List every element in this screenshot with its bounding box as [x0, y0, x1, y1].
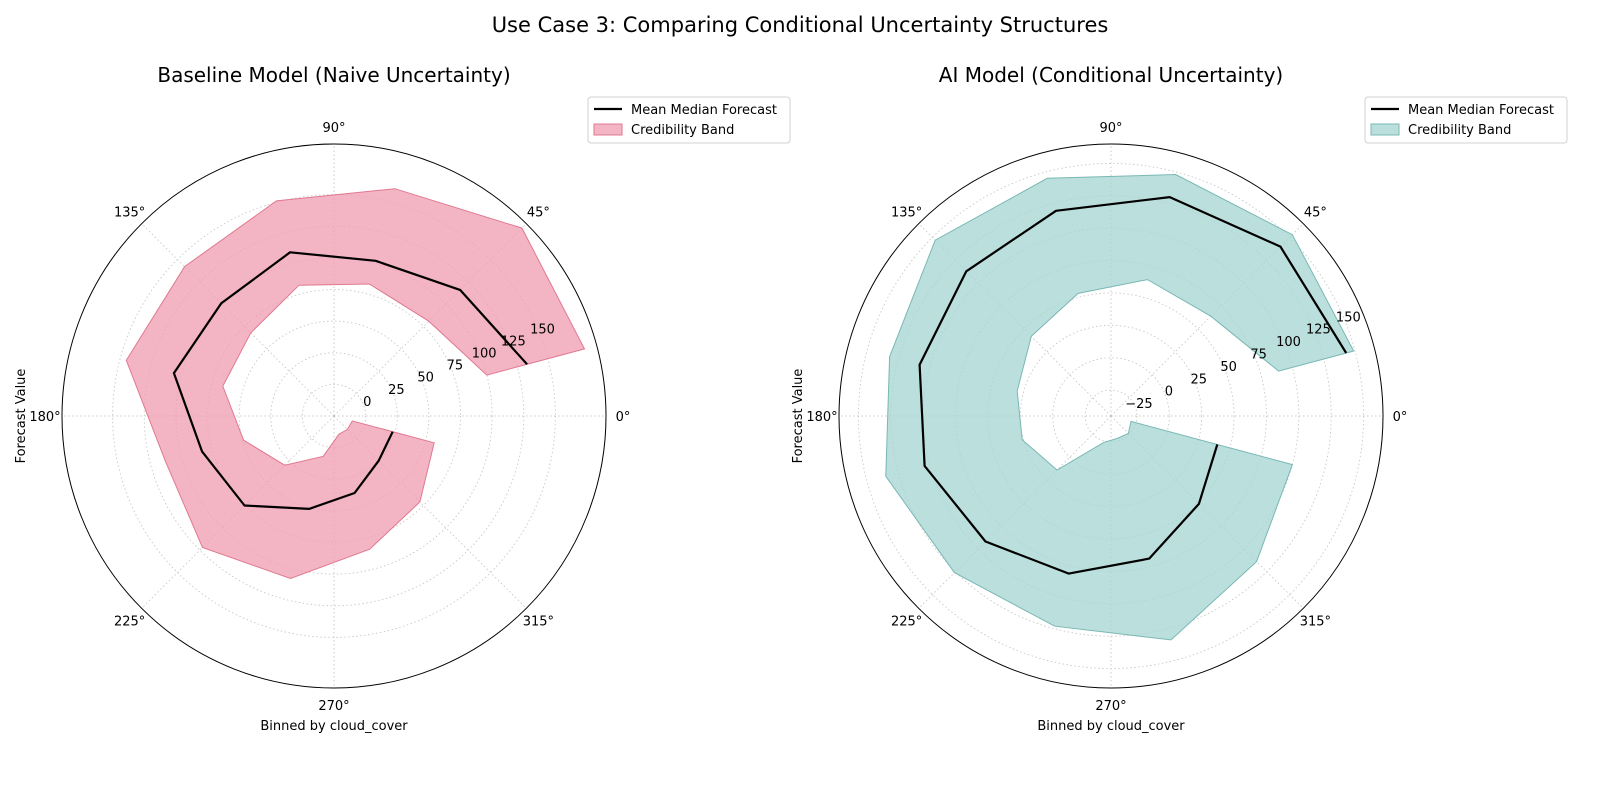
credibility-band: [885, 173, 1355, 641]
angle-tick-label: 270°: [318, 699, 349, 714]
legend-label-median: Mean Median Forecast: [1408, 103, 1554, 118]
angle-tick-label: 90°: [1099, 121, 1122, 136]
legend-box: [1364, 96, 1568, 144]
angle-tick-label: 180°: [806, 410, 837, 425]
angle-tick-label: 315°: [1300, 614, 1331, 629]
legend-label-median: Mean Median Forecast: [631, 103, 777, 118]
radial-tick-label: 150: [1336, 310, 1361, 325]
baseline-panel: Baseline Model (Naive Uncertainty) 0° 45° 9…: [14, 63, 791, 734]
panel-title: Baseline Model (Naive Uncertainty): [157, 63, 510, 87]
y-axis-label: Forecast Value: [791, 369, 806, 464]
panel-title: AI Model (Conditional Uncertainty): [939, 63, 1283, 87]
y-axis-label: Forecast Value: [14, 369, 29, 464]
radial-gridline: [1052, 357, 1170, 475]
median-forecast-line: [172, 251, 528, 510]
radial-tick-label: 150: [530, 322, 555, 337]
radial-tick-label: 25: [1190, 372, 1207, 387]
radial-gridline: [1019, 324, 1203, 508]
angle-tick-label: 135°: [891, 206, 922, 221]
radial-gridline: [143, 225, 525, 607]
angle-tick-label: 90°: [322, 121, 345, 136]
angle-tick-label: 180°: [29, 410, 60, 425]
credibility-band: [125, 188, 586, 580]
legend-label-band: Credibility Band: [1408, 123, 1511, 138]
radial-tick-label: −25: [1125, 397, 1152, 412]
radial-gridline: [301, 383, 367, 449]
angle-tick-label: 270°: [1095, 699, 1126, 714]
legend-label-band: Credibility Band: [631, 123, 734, 138]
x-axis-label: Binned by cloud_cover: [1037, 719, 1185, 734]
legend-box: [587, 96, 791, 144]
legend: Mean Median Forecast Credibility Band: [587, 96, 791, 144]
x-axis-label: Binned by cloud_cover: [260, 719, 408, 734]
radial-gridline: [270, 352, 398, 480]
angle-tick-label: 135°: [114, 206, 145, 221]
radial-tick-label: 0: [363, 395, 371, 410]
angle-tick-label: 315°: [523, 614, 554, 629]
radial-tick-label: 75: [1250, 348, 1267, 363]
angle-tick-label: 0°: [616, 410, 631, 425]
polar-frame: [838, 143, 1384, 689]
ai-panel: AI Model (Conditional Uncertainty) 0° 45° 9…: [791, 63, 1568, 734]
polar-frame: [61, 143, 607, 689]
radial-tick-label: 125: [501, 334, 526, 349]
figure-title: Use Case 3: Comparing Conditional Uncert…: [492, 13, 1109, 37]
angle-tick-label: 45°: [527, 206, 550, 221]
legend-swatch-band: [593, 123, 623, 136]
angle-tick-label: 0°: [1393, 410, 1408, 425]
radial-tick-label: 25: [388, 383, 405, 398]
radial-tick-label: 100: [1276, 335, 1301, 350]
radial-tick-label: 50: [417, 371, 434, 386]
angle-tick-label: 45°: [1304, 206, 1327, 221]
angle-tick-label: 225°: [114, 614, 145, 629]
radial-tick-label: 125: [1306, 323, 1331, 338]
radial-tick-label: 50: [1220, 360, 1237, 375]
radial-tick-label: 75: [447, 359, 464, 374]
legend: Mean Median Forecast Credibility Band: [1364, 96, 1568, 144]
legend-swatch-band: [1370, 123, 1400, 136]
median-forecast-line: [918, 196, 1348, 575]
angular-gridline: [1110, 223, 1304, 417]
radial-tick-label: 0: [1165, 385, 1173, 400]
radial-tick-label: 100: [472, 346, 497, 361]
angle-tick-label: 225°: [891, 614, 922, 629]
